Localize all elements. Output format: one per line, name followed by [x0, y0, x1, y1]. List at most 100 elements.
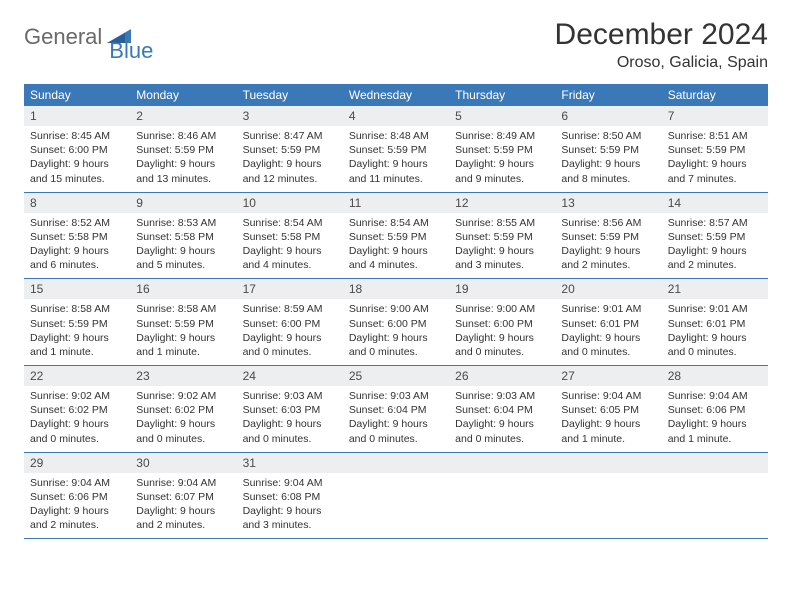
daylight-text: Daylight: 9 hours and 0 minutes. [455, 331, 549, 359]
sunrise-text: Sunrise: 9:04 AM [136, 476, 230, 490]
daylight-text: Daylight: 9 hours and 0 minutes. [136, 417, 230, 445]
sunrise-text: Sunrise: 8:54 AM [243, 216, 337, 230]
day-details: Sunrise: 9:04 AMSunset: 6:06 PMDaylight:… [662, 386, 768, 446]
day-cell: 5Sunrise: 8:49 AMSunset: 5:59 PMDaylight… [449, 106, 555, 192]
day-cell [555, 453, 661, 539]
day-number: 15 [24, 279, 130, 299]
sunset-text: Sunset: 5:58 PM [136, 230, 230, 244]
daylight-text: Daylight: 9 hours and 4 minutes. [349, 244, 443, 272]
calendar: Sunday Monday Tuesday Wednesday Thursday… [24, 84, 768, 539]
day-details: Sunrise: 9:00 AMSunset: 6:00 PMDaylight:… [449, 299, 555, 359]
day-cell: 3Sunrise: 8:47 AMSunset: 5:59 PMDaylight… [237, 106, 343, 192]
day-header-thu: Thursday [449, 84, 555, 106]
day-number: 14 [662, 193, 768, 213]
day-cell: 10Sunrise: 8:54 AMSunset: 5:58 PMDayligh… [237, 193, 343, 279]
day-number: 6 [555, 106, 661, 126]
day-details: Sunrise: 8:54 AMSunset: 5:58 PMDaylight:… [237, 213, 343, 273]
day-number: 30 [130, 453, 236, 473]
sunrise-text: Sunrise: 9:04 AM [30, 476, 124, 490]
daylight-text: Daylight: 9 hours and 15 minutes. [30, 157, 124, 185]
sunset-text: Sunset: 5:59 PM [136, 143, 230, 157]
sunset-text: Sunset: 6:05 PM [561, 403, 655, 417]
sunrise-text: Sunrise: 8:46 AM [136, 129, 230, 143]
day-cell: 6Sunrise: 8:50 AMSunset: 5:59 PMDaylight… [555, 106, 661, 192]
day-header-fri: Friday [555, 84, 661, 106]
day-details: Sunrise: 9:02 AMSunset: 6:02 PMDaylight:… [130, 386, 236, 446]
day-number: 24 [237, 366, 343, 386]
day-cell: 28Sunrise: 9:04 AMSunset: 6:06 PMDayligh… [662, 366, 768, 452]
day-details: Sunrise: 9:01 AMSunset: 6:01 PMDaylight:… [555, 299, 661, 359]
week-row: 29Sunrise: 9:04 AMSunset: 6:06 PMDayligh… [24, 453, 768, 540]
sunset-text: Sunset: 5:59 PM [668, 230, 762, 244]
sunrise-text: Sunrise: 8:54 AM [349, 216, 443, 230]
sunrise-text: Sunrise: 9:02 AM [30, 389, 124, 403]
day-number: 21 [662, 279, 768, 299]
day-cell: 25Sunrise: 9:03 AMSunset: 6:04 PMDayligh… [343, 366, 449, 452]
daylight-text: Daylight: 9 hours and 11 minutes. [349, 157, 443, 185]
sunrise-text: Sunrise: 8:52 AM [30, 216, 124, 230]
daylight-text: Daylight: 9 hours and 13 minutes. [136, 157, 230, 185]
day-cell: 15Sunrise: 8:58 AMSunset: 5:59 PMDayligh… [24, 279, 130, 365]
day-details: Sunrise: 9:02 AMSunset: 6:02 PMDaylight:… [24, 386, 130, 446]
day-cell: 27Sunrise: 9:04 AMSunset: 6:05 PMDayligh… [555, 366, 661, 452]
day-number: 23 [130, 366, 236, 386]
sunset-text: Sunset: 6:04 PM [455, 403, 549, 417]
day-cell: 31Sunrise: 9:04 AMSunset: 6:08 PMDayligh… [237, 453, 343, 539]
sunrise-text: Sunrise: 9:04 AM [668, 389, 762, 403]
day-header-row: Sunday Monday Tuesday Wednesday Thursday… [24, 84, 768, 106]
sunrise-text: Sunrise: 9:00 AM [455, 302, 549, 316]
day-cell: 20Sunrise: 9:01 AMSunset: 6:01 PMDayligh… [555, 279, 661, 365]
sunrise-text: Sunrise: 8:50 AM [561, 129, 655, 143]
day-number: 10 [237, 193, 343, 213]
daylight-text: Daylight: 9 hours and 2 minutes. [136, 504, 230, 532]
day-header-sat: Saturday [662, 84, 768, 106]
sunset-text: Sunset: 6:06 PM [668, 403, 762, 417]
sunset-text: Sunset: 6:03 PM [243, 403, 337, 417]
sunset-text: Sunset: 6:07 PM [136, 490, 230, 504]
day-details: Sunrise: 9:03 AMSunset: 6:04 PMDaylight:… [449, 386, 555, 446]
day-cell: 18Sunrise: 9:00 AMSunset: 6:00 PMDayligh… [343, 279, 449, 365]
daylight-text: Daylight: 9 hours and 8 minutes. [561, 157, 655, 185]
sunrise-text: Sunrise: 8:47 AM [243, 129, 337, 143]
day-details: Sunrise: 8:49 AMSunset: 5:59 PMDaylight:… [449, 126, 555, 186]
day-details: Sunrise: 8:48 AMSunset: 5:59 PMDaylight:… [343, 126, 449, 186]
day-details: Sunrise: 8:59 AMSunset: 6:00 PMDaylight:… [237, 299, 343, 359]
daylight-text: Daylight: 9 hours and 2 minutes. [30, 504, 124, 532]
day-details: Sunrise: 8:54 AMSunset: 5:59 PMDaylight:… [343, 213, 449, 273]
day-details: Sunrise: 9:01 AMSunset: 6:01 PMDaylight:… [662, 299, 768, 359]
sunrise-text: Sunrise: 8:58 AM [30, 302, 124, 316]
sunset-text: Sunset: 6:00 PM [455, 317, 549, 331]
logo: General Blue [24, 18, 177, 50]
daylight-text: Daylight: 9 hours and 1 minute. [668, 417, 762, 445]
day-number [555, 453, 661, 473]
day-cell: 16Sunrise: 8:58 AMSunset: 5:59 PMDayligh… [130, 279, 236, 365]
sunrise-text: Sunrise: 8:59 AM [243, 302, 337, 316]
day-details: Sunrise: 9:03 AMSunset: 6:03 PMDaylight:… [237, 386, 343, 446]
day-header-sun: Sunday [24, 84, 130, 106]
day-cell: 13Sunrise: 8:56 AMSunset: 5:59 PMDayligh… [555, 193, 661, 279]
sunrise-text: Sunrise: 9:01 AM [668, 302, 762, 316]
sunset-text: Sunset: 5:59 PM [455, 143, 549, 157]
sunrise-text: Sunrise: 8:51 AM [668, 129, 762, 143]
day-cell [343, 453, 449, 539]
sunrise-text: Sunrise: 8:49 AM [455, 129, 549, 143]
title-block: December 2024 Oroso, Galicia, Spain [555, 18, 768, 72]
week-row: 1Sunrise: 8:45 AMSunset: 6:00 PMDaylight… [24, 106, 768, 193]
day-number: 4 [343, 106, 449, 126]
daylight-text: Daylight: 9 hours and 3 minutes. [243, 504, 337, 532]
day-cell: 2 Sunrise: 8:46 AMSunset: 5:59 PMDaylight… [130, 106, 236, 192]
day-number: 28 [662, 366, 768, 386]
day-details: Sunrise: 8:45 AMSunset: 6:00 PMDaylight:… [24, 126, 130, 186]
sunset-text: Sunset: 5:59 PM [349, 230, 443, 244]
sunrise-text: Sunrise: 9:04 AM [561, 389, 655, 403]
sunset-text: Sunset: 5:59 PM [349, 143, 443, 157]
header: General Blue December 2024 Oroso, Galici… [24, 18, 768, 72]
sunset-text: Sunset: 5:59 PM [561, 230, 655, 244]
day-cell: 26Sunrise: 9:03 AMSunset: 6:04 PMDayligh… [449, 366, 555, 452]
day-cell: 8Sunrise: 8:52 AMSunset: 5:58 PMDaylight… [24, 193, 130, 279]
daylight-text: Daylight: 9 hours and 2 minutes. [561, 244, 655, 272]
day-cell: 22Sunrise: 9:02 AMSunset: 6:02 PMDayligh… [24, 366, 130, 452]
day-cell: 14Sunrise: 8:57 AMSunset: 5:59 PMDayligh… [662, 193, 768, 279]
day-number: 27 [555, 366, 661, 386]
day-number: 2 [130, 106, 236, 126]
